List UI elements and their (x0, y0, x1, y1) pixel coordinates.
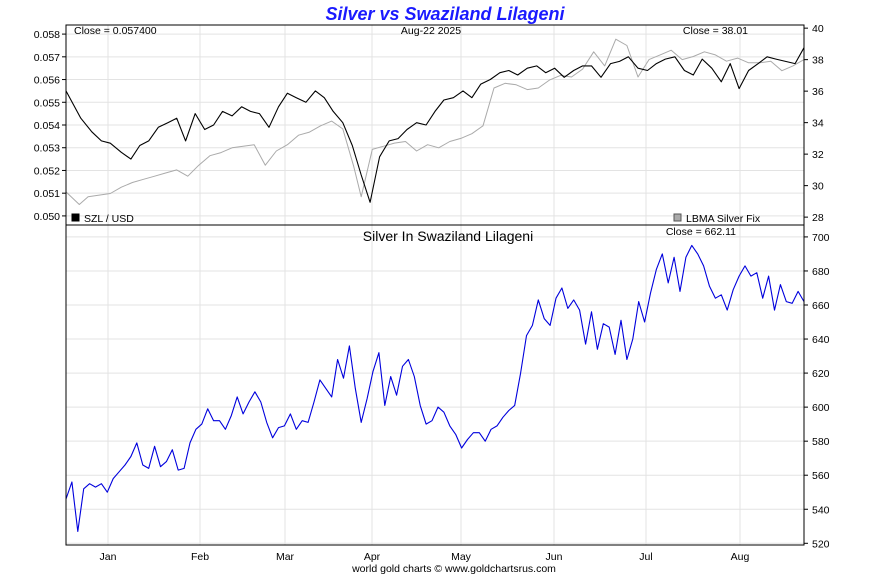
top-left-tick-label: 0.056 (34, 75, 60, 87)
month-label: Apr (364, 551, 381, 563)
footer-credit: world gold charts © www.goldchartsrus.co… (351, 563, 556, 575)
top-right-tick-label: 34 (812, 118, 824, 130)
top-right-tick-label: 40 (812, 23, 824, 35)
top-panel: 0.050 0.051 0.052 0.053 0.054 0.055 0.056 0.057… (34, 23, 824, 226)
top-left-tick-label: 0.058 (34, 29, 60, 41)
top-left-axis: 0.050 0.051 0.052 0.053 0.054 0.055 0.056 0.057… (34, 29, 66, 223)
bottom-panel-frame (65, 224, 805, 546)
month-label: Aug (731, 551, 750, 563)
month-label: Jul (639, 551, 652, 563)
bottom-panel-grid (66, 225, 804, 545)
legend-lbma: LBMA Silver Fix (686, 213, 761, 225)
month-label: Mar (276, 551, 295, 563)
top-left-tick-label: 0.051 (34, 188, 60, 200)
top-left-tick-label: 0.057 (34, 52, 60, 64)
top-left-tick-label: 0.050 (34, 211, 60, 223)
top-panel-series (65, 38, 805, 205)
bottom-right-tick-label: 600 (812, 402, 830, 414)
lbma-silver-fix-line (65, 38, 805, 205)
top-close-left: Close = 0.057400 (74, 25, 157, 37)
top-left-tick-label: 0.054 (34, 120, 60, 132)
legend-swatch-szl (71, 213, 80, 222)
top-panel-grid (66, 25, 804, 225)
bottom-panel-series (65, 244, 805, 532)
bottom-panel: 520 540 560 580 600 620 640 660 680 700 Silver In… (65, 224, 830, 550)
chart-title: Silver vs Swaziland Lilageni (325, 4, 565, 24)
month-label: Jan (100, 551, 117, 563)
bottom-right-tick-label: 700 (812, 232, 830, 244)
top-left-tick-label: 0.053 (34, 143, 60, 155)
month-label: May (451, 551, 472, 563)
month-label: Jun (546, 551, 563, 563)
szl-usd-line (65, 47, 805, 203)
legend-swatch-lbma (673, 213, 682, 222)
bottom-panel-background (66, 225, 804, 545)
top-left-tick-label: 0.055 (34, 97, 60, 109)
bottom-close-right: Close = 662.11 (666, 226, 736, 238)
bottom-right-tick-label: 640 (812, 334, 830, 346)
bottom-right-tick-label: 540 (812, 504, 830, 516)
bottom-right-tick-label: 680 (812, 266, 830, 278)
bottom-right-tick-label: 560 (812, 470, 830, 482)
x-axis-months: Jan Feb Mar Apr May Jun Jul Aug (100, 551, 750, 563)
bottom-right-axis: 520 540 560 580 600 620 640 660 680 700 (804, 232, 830, 550)
top-right-tick-label: 32 (812, 149, 824, 161)
top-close-right: Close = 38.01 (683, 25, 748, 37)
bottom-right-tick-label: 660 (812, 300, 830, 312)
month-label: Feb (191, 551, 209, 563)
bottom-right-tick-label: 520 (812, 538, 830, 550)
top-right-tick-label: 38 (812, 55, 824, 67)
top-left-tick-label: 0.052 (34, 165, 60, 177)
top-right-tick-label: 28 (812, 212, 824, 224)
bottom-panel-title: Silver In Swaziland Lilageni (363, 228, 533, 244)
bottom-right-tick-label: 580 (812, 436, 830, 448)
top-right-axis: 28 30 32 34 36 38 40 (804, 23, 824, 224)
top-right-tick-label: 36 (812, 86, 824, 98)
top-right-tick-label: 30 (812, 181, 824, 193)
silver-in-szl-line (65, 244, 805, 532)
bottom-right-tick-label: 620 (812, 368, 830, 380)
legend-szl: SZL / USD (84, 213, 134, 225)
top-date: Aug-22 2025 (401, 25, 461, 37)
